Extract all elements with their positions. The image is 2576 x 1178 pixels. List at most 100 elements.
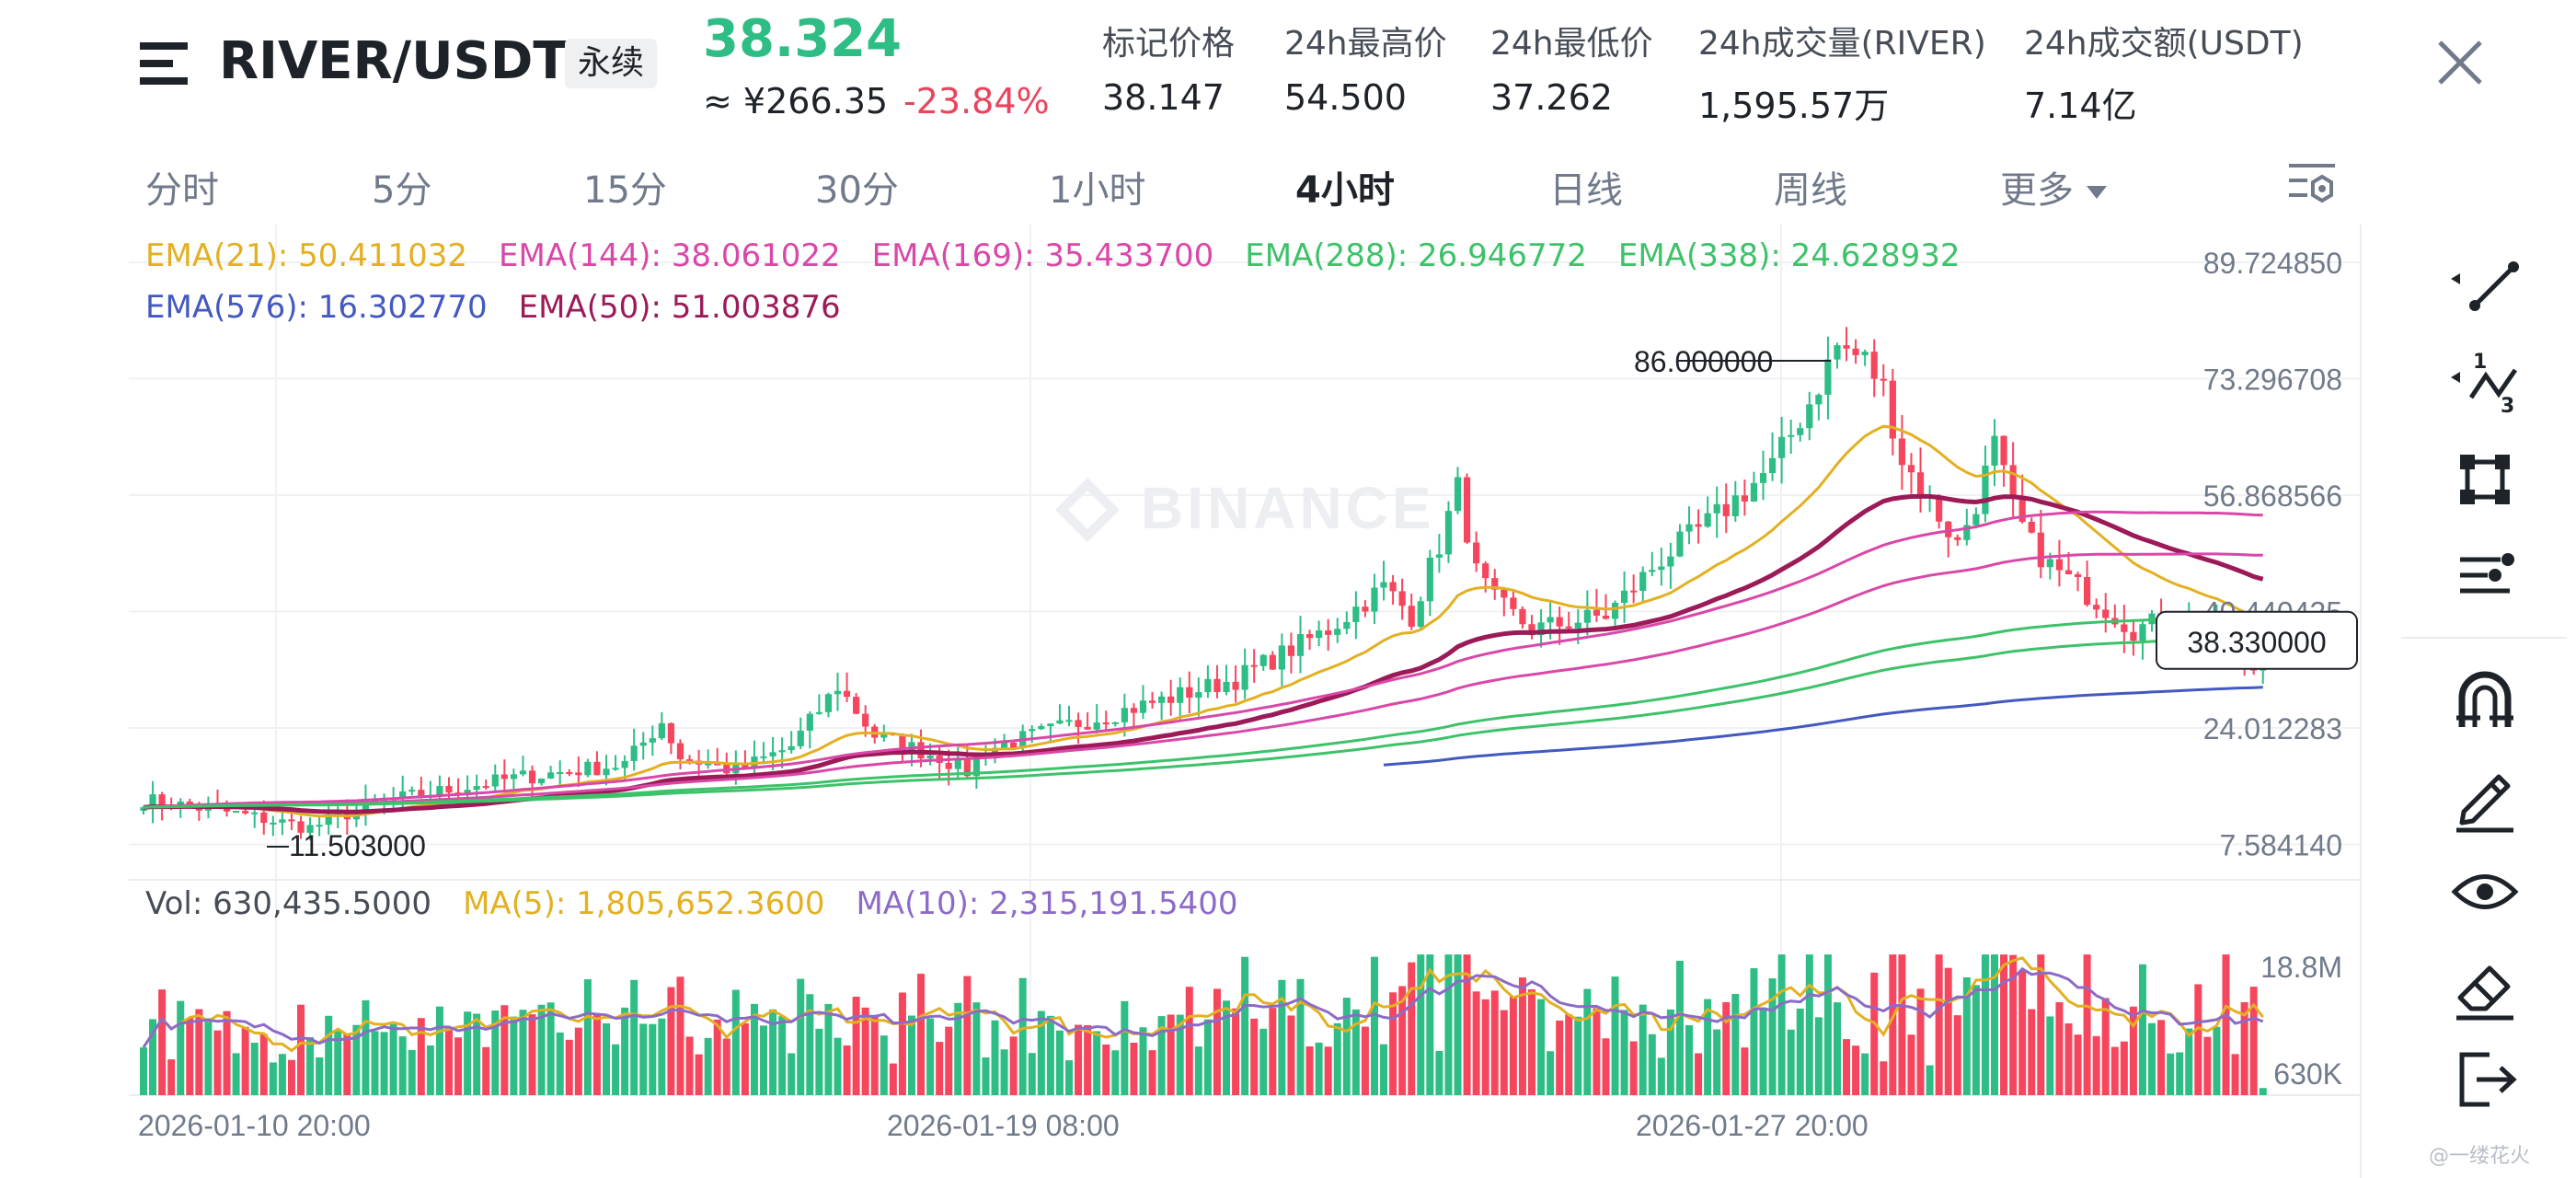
candle-body bbox=[510, 774, 517, 780]
candle-body bbox=[2130, 631, 2137, 641]
volume-bar bbox=[685, 1036, 694, 1095]
close-icon[interactable] bbox=[2434, 37, 2486, 88]
candle-body bbox=[1704, 513, 1711, 527]
candle-body bbox=[899, 734, 906, 752]
candle-body bbox=[1815, 394, 1823, 405]
candle-body bbox=[1177, 687, 1184, 703]
candle-body bbox=[1343, 621, 1351, 629]
candle-body bbox=[223, 806, 231, 812]
indicator-list-icon[interactable] bbox=[2444, 534, 2526, 617]
volume-bar bbox=[1028, 1053, 1036, 1095]
candle-body bbox=[1296, 634, 1305, 656]
volume-bar bbox=[2138, 964, 2146, 1095]
volume-bar bbox=[556, 1032, 564, 1095]
eraser-icon[interactable] bbox=[2444, 944, 2526, 1027]
chart-canvas[interactable]: BINANCE86.00000011.50300089.72485073.296… bbox=[0, 225, 2392, 1178]
volume-bar bbox=[1935, 954, 1943, 1095]
pencil-icon[interactable] bbox=[2444, 755, 2526, 837]
chart-settings-icon[interactable] bbox=[2287, 158, 2337, 208]
candle-body bbox=[1093, 722, 1100, 730]
volume-bar bbox=[2092, 1035, 2100, 1095]
exit-icon[interactable] bbox=[2444, 1038, 2526, 1121]
stat-label: 24h成交量(RIVER) bbox=[1698, 25, 1986, 63]
candle-body bbox=[1982, 465, 1989, 514]
volume-bar bbox=[510, 1016, 518, 1095]
candle-body bbox=[1621, 590, 1628, 604]
symbol-title[interactable]: RIVER/USDT bbox=[219, 31, 569, 91]
candle-body bbox=[621, 760, 628, 768]
volume-bar bbox=[1075, 1024, 1083, 1095]
volume-bar bbox=[1232, 1008, 1240, 1095]
candle-body bbox=[1417, 601, 1424, 628]
candle-body bbox=[1065, 720, 1073, 722]
volume-bar bbox=[500, 1005, 509, 1095]
candle-body bbox=[140, 807, 147, 812]
ema144-label: EMA(144): 38.061022 bbox=[499, 237, 841, 274]
volume-bar bbox=[2120, 1041, 2128, 1095]
volume-bar bbox=[149, 1019, 157, 1095]
tab-1d[interactable]: 日线 bbox=[1549, 169, 1623, 212]
candle-body bbox=[1991, 435, 1998, 466]
candle-body bbox=[2028, 521, 2035, 533]
kline-chart[interactable]: BINANCE 86.000000 11.503000 89.724850 73.296… bbox=[0, 225, 2392, 1178]
shape-tool-icon[interactable] bbox=[2444, 438, 2526, 521]
stat-label: 24h成交额(USDT) bbox=[2024, 25, 2304, 63]
volume-bar bbox=[1805, 954, 1813, 1095]
candle-body bbox=[1186, 687, 1193, 699]
volume-bar bbox=[1593, 1008, 1601, 1095]
magnet-icon[interactable] bbox=[2444, 659, 2526, 742]
tab-time[interactable]: 分时 bbox=[145, 169, 219, 212]
candle-body bbox=[158, 794, 166, 806]
candle-body bbox=[815, 711, 822, 714]
tab-1w[interactable]: 周线 bbox=[1774, 169, 1847, 212]
candle-body bbox=[788, 745, 795, 751]
candle-body bbox=[1806, 404, 1813, 429]
volume-ma10-line bbox=[142, 966, 2264, 1048]
candle-body bbox=[279, 819, 286, 823]
candle-body bbox=[1121, 708, 1128, 722]
candle-body bbox=[1000, 742, 1008, 748]
volume-bar bbox=[1426, 954, 1434, 1095]
tab-30m[interactable]: 30分 bbox=[815, 169, 899, 212]
eye-icon[interactable] bbox=[2444, 850, 2526, 933]
volume-bar bbox=[1084, 1024, 1092, 1095]
volume-bar bbox=[1203, 1019, 1212, 1095]
volume-bar bbox=[519, 1010, 527, 1095]
tab-5m[interactable]: 5分 bbox=[372, 169, 432, 212]
volume-bar bbox=[1361, 1026, 1369, 1095]
line-tool-icon[interactable] bbox=[2444, 248, 2526, 331]
tab-1h[interactable]: 1小时 bbox=[1049, 169, 1146, 212]
menu-icon[interactable] bbox=[140, 37, 193, 90]
volume-bar bbox=[1713, 1029, 1721, 1095]
candle-body bbox=[1056, 720, 1064, 724]
fib-tool-icon[interactable]: 1 3 bbox=[2444, 342, 2526, 425]
volume-bar bbox=[2213, 1026, 2221, 1095]
volume-bar bbox=[444, 1026, 453, 1095]
volume-bar bbox=[583, 979, 592, 1095]
time-tick-label: 2026-01-10 20:00 bbox=[138, 1109, 371, 1142]
candle-body bbox=[1408, 606, 1415, 628]
candle-body bbox=[1316, 630, 1323, 639]
candle-body bbox=[557, 772, 564, 775]
tab-4h[interactable]: 4小时 bbox=[1295, 169, 1395, 212]
volume-bar bbox=[177, 1000, 185, 1095]
volume-bar bbox=[2074, 1034, 2082, 1095]
volume-bar bbox=[2055, 1001, 2064, 1095]
candle-body bbox=[1685, 524, 1693, 532]
tab-15m[interactable]: 15分 bbox=[583, 169, 667, 212]
candle-body bbox=[1305, 634, 1314, 639]
candle-body bbox=[1889, 380, 1896, 439]
candle-body bbox=[1473, 542, 1480, 564]
candle-body bbox=[288, 819, 295, 822]
volume-bar bbox=[1093, 1031, 1101, 1095]
volume-bar bbox=[1278, 979, 1286, 1095]
volume-bar bbox=[1787, 1029, 1795, 1095]
volume-bar bbox=[1490, 990, 1499, 1095]
volume-bar bbox=[649, 1023, 657, 1095]
time-tick-label: 2026-01-19 08:00 bbox=[887, 1109, 1120, 1142]
candle-body bbox=[1528, 624, 1535, 636]
volume-bar bbox=[1509, 996, 1517, 1095]
tab-more[interactable]: 更多 bbox=[2000, 160, 2107, 214]
volume-bar bbox=[2157, 1020, 2166, 1095]
volume-bar bbox=[380, 1032, 388, 1095]
